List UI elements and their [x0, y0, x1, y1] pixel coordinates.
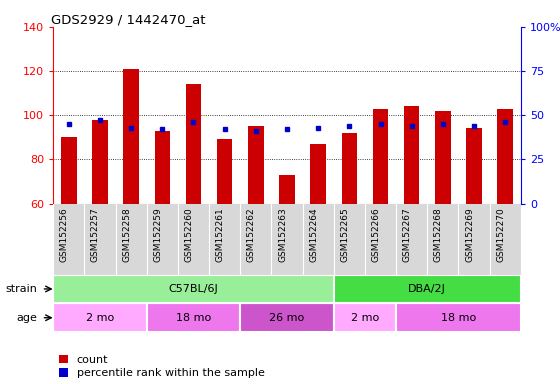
Bar: [466, 128, 482, 204]
Text: GSM152265: GSM152265: [340, 207, 349, 262]
Bar: [92, 120, 108, 204]
Bar: [53, 303, 147, 332]
Text: GSM152266: GSM152266: [371, 207, 381, 262]
Text: 26 mo: 26 mo: [269, 313, 305, 323]
Text: GSM152262: GSM152262: [247, 207, 256, 262]
Bar: [279, 175, 295, 204]
Text: 2 mo: 2 mo: [351, 313, 379, 323]
Text: GSM152270: GSM152270: [496, 207, 505, 262]
Bar: [61, 137, 77, 204]
Bar: [435, 111, 451, 204]
Text: GSM152269: GSM152269: [465, 207, 474, 262]
Text: GSM152259: GSM152259: [153, 207, 162, 262]
Bar: [217, 139, 232, 204]
Text: C57BL/6J: C57BL/6J: [169, 284, 218, 294]
Bar: [342, 133, 357, 204]
Text: GSM152261: GSM152261: [216, 207, 225, 262]
Bar: [497, 109, 513, 204]
Bar: [248, 126, 264, 204]
Text: age: age: [16, 313, 37, 323]
Text: GSM152268: GSM152268: [434, 207, 443, 262]
Bar: [334, 303, 396, 332]
Text: 2 mo: 2 mo: [86, 313, 114, 323]
Text: 18 mo: 18 mo: [176, 313, 211, 323]
Bar: [155, 131, 170, 204]
Text: strain: strain: [5, 284, 37, 294]
Bar: [373, 109, 388, 204]
Bar: [310, 144, 326, 204]
Text: GDS2929 / 1442470_at: GDS2929 / 1442470_at: [51, 13, 206, 26]
Bar: [396, 303, 521, 332]
Text: 18 mo: 18 mo: [441, 313, 476, 323]
Legend: count, percentile rank within the sample: count, percentile rank within the sample: [59, 355, 264, 379]
Text: GSM152257: GSM152257: [91, 207, 100, 262]
Text: GSM152263: GSM152263: [278, 207, 287, 262]
Text: DBA/2J: DBA/2J: [408, 284, 446, 294]
Bar: [186, 84, 201, 204]
Text: GSM152264: GSM152264: [309, 207, 318, 262]
Bar: [334, 275, 521, 303]
Bar: [53, 275, 334, 303]
Bar: [147, 303, 240, 332]
Bar: [404, 106, 419, 204]
Bar: [240, 303, 334, 332]
Text: GSM152258: GSM152258: [122, 207, 131, 262]
Text: GSM152260: GSM152260: [184, 207, 194, 262]
Bar: [123, 69, 139, 204]
Text: GSM152267: GSM152267: [403, 207, 412, 262]
Text: GSM152256: GSM152256: [60, 207, 69, 262]
